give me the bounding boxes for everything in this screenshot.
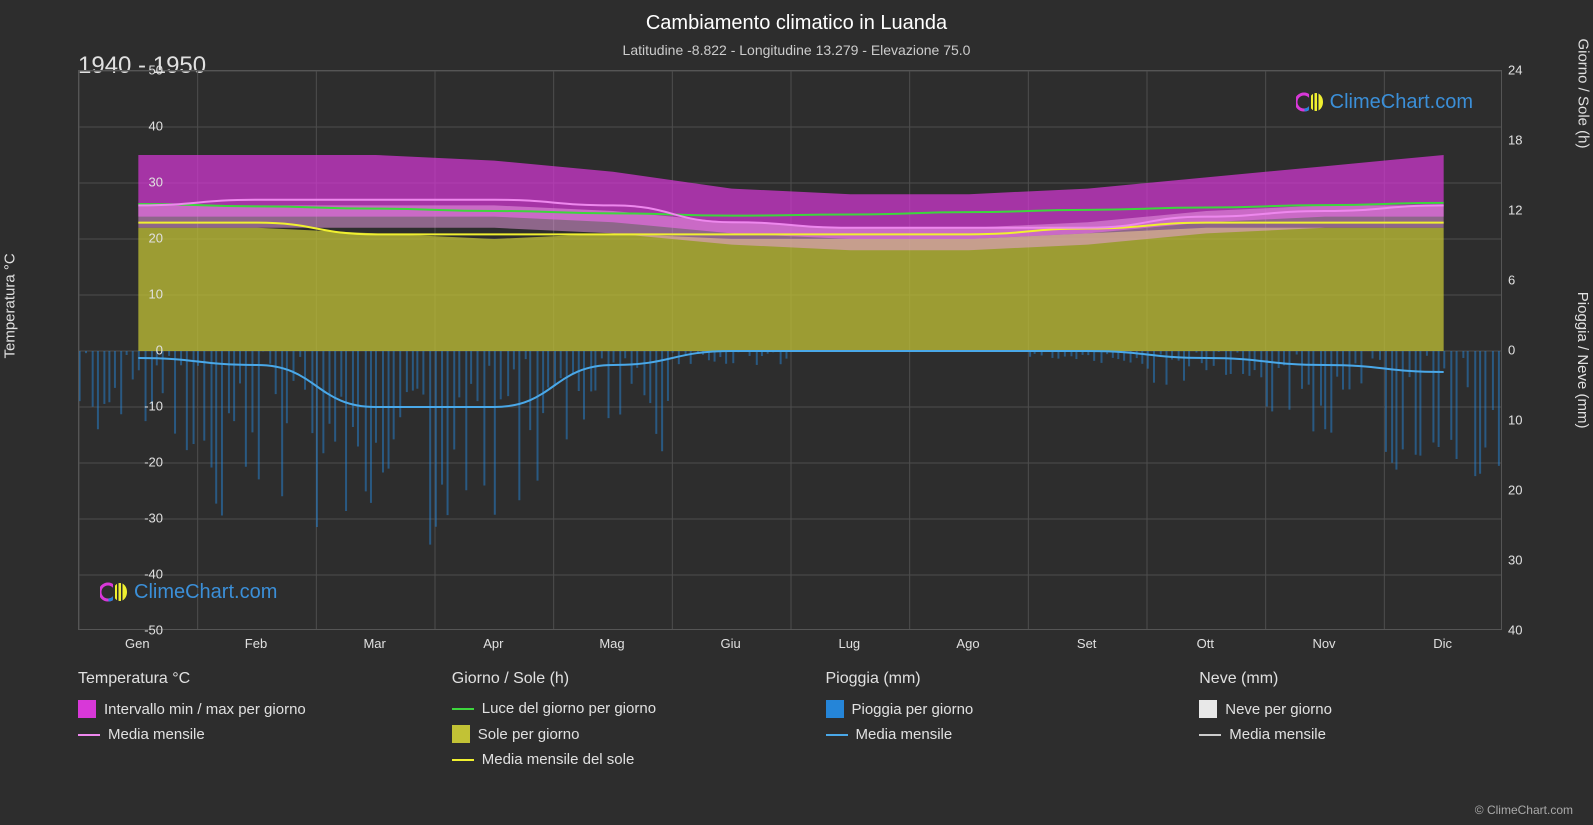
legend-label: Media mensile <box>856 726 953 743</box>
climechart-icon <box>1296 90 1324 114</box>
watermark-logo-top: ClimeChart.com <box>1296 90 1473 114</box>
ytick-left: 20 <box>103 231 163 246</box>
legend-header: Giorno / Sole (h) <box>452 670 786 688</box>
yaxis-right-bottom-title: Pioggia / Neve (mm) <box>1575 292 1592 429</box>
ytick-right: 10 <box>1508 413 1548 428</box>
legend-swatch-icon <box>78 700 96 718</box>
legend-header: Pioggia (mm) <box>826 670 1160 688</box>
legend-swatch-icon <box>452 725 470 743</box>
xtick-month: Gen <box>125 636 150 651</box>
ytick-right: 6 <box>1508 273 1548 288</box>
chart-title: Cambiamento climatico in Luanda <box>0 12 1593 35</box>
xtick-month: Mar <box>363 636 385 651</box>
ytick-left: 10 <box>103 287 163 302</box>
watermark-text: ClimeChart.com <box>134 581 277 604</box>
xtick-month: Set <box>1077 636 1097 651</box>
legend: Temperatura °C Intervallo min / max per … <box>78 670 1533 776</box>
legend-label: Pioggia per giorno <box>852 701 974 718</box>
legend-line-icon <box>452 708 474 710</box>
xtick-month: Apr <box>483 636 503 651</box>
legend-line-icon <box>78 734 100 736</box>
ytick-left: 0 <box>103 343 163 358</box>
legend-item: Sole per giorno <box>452 725 786 743</box>
ytick-right: 12 <box>1508 203 1548 218</box>
ytick-left: -20 <box>103 455 163 470</box>
legend-swatch-icon <box>1199 700 1217 718</box>
ytick-right: 30 <box>1508 553 1548 568</box>
climechart-icon <box>100 580 128 604</box>
ytick-left: 50 <box>103 63 163 78</box>
xtick-month: Lug <box>838 636 860 651</box>
legend-label: Media mensile <box>1229 726 1326 743</box>
legend-col-snow: Neve (mm) Neve per giorno Media mensile <box>1199 670 1533 776</box>
legend-label: Luce del giorno per giorno <box>482 700 656 717</box>
legend-label: Neve per giorno <box>1225 701 1332 718</box>
legend-item: Luce del giorno per giorno <box>452 700 786 717</box>
legend-line-icon <box>1199 734 1221 736</box>
legend-item: Media mensile <box>826 726 1160 743</box>
xtick-month: Mag <box>599 636 624 651</box>
yaxis-left-title: Temperatura °C <box>2 253 19 358</box>
ytick-left: 40 <box>103 119 163 134</box>
watermark-text: ClimeChart.com <box>1330 91 1473 114</box>
xtick-month: Ott <box>1197 636 1214 651</box>
copyright-label: © ClimeChart.com <box>1475 803 1573 817</box>
legend-item: Media mensile <box>1199 726 1533 743</box>
chart-subtitle: Latitudine -8.822 - Longitudine 13.279 -… <box>0 42 1593 58</box>
legend-label: Sole per giorno <box>478 726 580 743</box>
legend-item: Media mensile del sole <box>452 751 786 768</box>
legend-col-rain: Pioggia (mm) Pioggia per giorno Media men… <box>826 670 1160 776</box>
ytick-left: -30 <box>103 511 163 526</box>
legend-line-icon <box>826 734 848 736</box>
legend-header: Neve (mm) <box>1199 670 1533 688</box>
ytick-right: 0 <box>1508 343 1548 358</box>
legend-item: Pioggia per giorno <box>826 700 1160 718</box>
ytick-right: 20 <box>1508 483 1548 498</box>
ytick-right: 18 <box>1508 133 1548 148</box>
xtick-month: Nov <box>1312 636 1335 651</box>
watermark-logo-bottom: ClimeChart.com <box>100 580 277 604</box>
ytick-left: 30 <box>103 175 163 190</box>
legend-label: Media mensile <box>108 726 205 743</box>
legend-item: Media mensile <box>78 726 412 743</box>
legend-col-temperature: Temperatura °C Intervallo min / max per … <box>78 670 412 776</box>
xtick-month: Giu <box>721 636 741 651</box>
xtick-month: Feb <box>245 636 267 651</box>
yaxis-right-top-title: Giorno / Sole (h) <box>1575 38 1592 148</box>
legend-item: Intervallo min / max per giorno <box>78 700 412 718</box>
legend-header: Temperatura °C <box>78 670 412 688</box>
legend-line-icon <box>452 759 474 761</box>
legend-swatch-icon <box>826 700 844 718</box>
legend-item: Neve per giorno <box>1199 700 1533 718</box>
ytick-right: 24 <box>1508 63 1548 78</box>
legend-label: Media mensile del sole <box>482 751 635 768</box>
xtick-month: Ago <box>956 636 979 651</box>
ytick-left: -10 <box>103 399 163 414</box>
climate-chart-svg <box>78 70 1502 630</box>
ytick-right: 40 <box>1508 623 1548 638</box>
legend-col-daylight: Giorno / Sole (h) Luce del giorno per gi… <box>452 670 786 776</box>
legend-label: Intervallo min / max per giorno <box>104 701 306 718</box>
xtick-month: Dic <box>1433 636 1452 651</box>
